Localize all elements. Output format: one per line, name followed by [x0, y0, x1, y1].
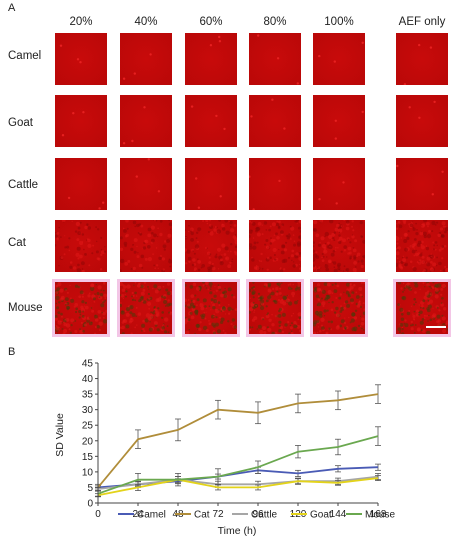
- micrograph-camel-80: [249, 33, 301, 85]
- micrograph-cat-aef-only: [396, 220, 448, 272]
- micrograph-camel-aef-only: [396, 33, 448, 85]
- micrograph-mouse-100: [313, 282, 365, 334]
- y-tick-label: 40: [82, 374, 94, 385]
- micrograph-cat-60: [185, 220, 237, 272]
- row-label-cat: Cat: [8, 237, 26, 249]
- micrograph-camel-60: [185, 33, 237, 85]
- scale-bar: [426, 326, 446, 328]
- micrograph-goat-aef-only: [396, 95, 448, 147]
- micrograph-goat-60: [185, 95, 237, 147]
- y-tick-label: 5: [87, 483, 93, 494]
- y-tick-label: 20: [82, 436, 94, 447]
- column-header-20: 20%: [69, 16, 93, 28]
- micrograph-cat-20: [55, 220, 107, 272]
- micrograph-mouse-20: [55, 282, 107, 334]
- micrograph-cat-40: [120, 220, 172, 272]
- x-tick-label: 96: [252, 509, 264, 520]
- y-tick-label: 15: [82, 452, 94, 463]
- micrograph-cattle-80: [249, 158, 301, 210]
- series-line-mouse: [97, 435, 379, 495]
- y-tick-label: 0: [87, 499, 93, 510]
- y-tick-label: 25: [82, 421, 94, 432]
- micrograph-cattle-60: [185, 158, 237, 210]
- micrograph-cattle-aef-only: [396, 158, 448, 210]
- micrograph-mouse-40: [120, 282, 172, 334]
- series-line-goat: [97, 477, 379, 497]
- micrograph-camel-20: [55, 33, 107, 85]
- micrograph-goat-80: [249, 95, 301, 147]
- row-label-camel: Camel: [8, 50, 42, 62]
- y-tick-label: 45: [82, 359, 94, 370]
- series-line-cat: [97, 393, 379, 488]
- row-label-goat: Goat: [8, 117, 33, 129]
- x-axis-title: Time (h): [218, 525, 257, 537]
- legend-label-goat: Goat: [310, 510, 332, 521]
- x-tick-label: 24: [132, 509, 144, 520]
- y-tick-label: 30: [82, 405, 94, 416]
- micrograph-goat-40: [120, 95, 172, 147]
- panel-a-letter: A: [8, 2, 16, 14]
- micrograph-mouse-80: [249, 282, 301, 334]
- micrograph-camel-40: [120, 33, 172, 85]
- row-label-mouse: Mouse: [8, 302, 43, 314]
- micrograph-goat-20: [55, 95, 107, 147]
- legend-label-cat: Cat: [194, 510, 210, 521]
- chart-series: [95, 384, 381, 498]
- micrograph-cat-80: [249, 220, 301, 272]
- legend-label-mouse: Mouse: [365, 510, 395, 521]
- column-header-aef-only: AEF only: [398, 16, 446, 28]
- micrograph-cat-100: [313, 220, 365, 272]
- x-tick-label: 72: [212, 509, 224, 520]
- legend-label-camel: Camel: [137, 510, 166, 521]
- micrograph-cattle-20: [55, 158, 107, 210]
- y-tick-label: 10: [82, 467, 94, 478]
- micrograph-mouse-aef-only: [396, 282, 448, 334]
- column-header-80: 80%: [263, 16, 287, 28]
- column-header-40: 40%: [134, 16, 158, 28]
- y-axis-ticks: 0 5 10 15 20 25 30 35 40 45: [82, 359, 98, 510]
- x-tick-label: 168: [370, 509, 387, 520]
- micrograph-cattle-100: [313, 158, 365, 210]
- micrograph-cattle-40: [120, 158, 172, 210]
- legend-label-cattle: Cattle: [251, 510, 278, 521]
- chart-legend: Camel Cat Cattle Goat Mouse: [118, 510, 395, 521]
- column-header-60: 60%: [199, 16, 223, 28]
- micrograph-mouse-60: [185, 282, 237, 334]
- x-tick-label: 0: [95, 509, 101, 520]
- x-tick-label: 144: [330, 509, 347, 520]
- micrograph-goat-100: [313, 95, 365, 147]
- y-tick-label: 35: [82, 390, 94, 401]
- micrograph-camel-100: [313, 33, 365, 85]
- series-line-cattle: [97, 475, 379, 490]
- column-header-100: 100%: [324, 16, 354, 28]
- panel-b-letter: B: [8, 346, 15, 358]
- y-axis-title: SD Value: [54, 413, 66, 457]
- row-label-cattle: Cattle: [8, 179, 39, 191]
